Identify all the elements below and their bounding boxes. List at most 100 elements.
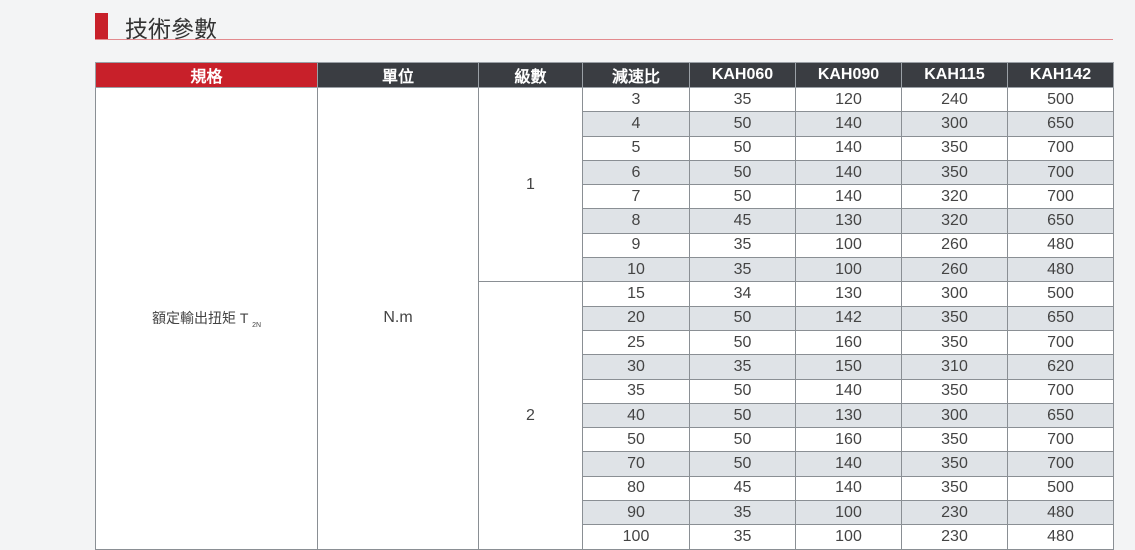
torque-cell: 700 (1007, 159, 1114, 186)
torque-cell: 700 (1007, 427, 1114, 453)
table-row: 7 50 140 320 700 (96, 184, 1114, 210)
torque-cell: 650 (1007, 402, 1114, 429)
torque-cell: 480 (1007, 500, 1114, 526)
torque-cell: 350 (901, 451, 1008, 477)
torque-cell: 350 (901, 378, 1008, 404)
torque-cell: 480 (1007, 232, 1114, 259)
torque-cell: 160 (795, 329, 902, 356)
torque-cell: 350 (901, 475, 1008, 502)
torque-cell: 35 (689, 500, 796, 526)
torque-cell: 500 (1007, 475, 1114, 502)
torque-cell: 320 (901, 184, 1008, 210)
spec-subscript: 2N (252, 321, 262, 329)
torque-cell: 140 (795, 378, 902, 404)
spec-cell: 額定輸出扭矩 T 2N (95, 87, 318, 550)
torque-cell: 130 (795, 208, 902, 234)
torque-cell: 260 (901, 232, 1008, 259)
torque-cell: 130 (795, 281, 902, 307)
spec-label: 額定輸出扭矩 T (151, 309, 249, 326)
torque-cell: 350 (901, 135, 1008, 161)
torque-cell: 50 (689, 378, 796, 404)
table-row: 40 50 130 300 650 (96, 402, 1114, 429)
spec-table: 規格 單位 級數 減速比 KAH060 KAH090 KAH115 KAH142 額定輸出扭矩… (95, 62, 1114, 550)
torque-cell: 100 (795, 232, 902, 259)
table-row: 5 50 140 350 700 (96, 135, 1114, 161)
torque-cell: 300 (901, 402, 1008, 429)
table-row: 4 50 140 300 650 (96, 111, 1114, 137)
torque-cell: 140 (795, 451, 902, 477)
torque-cell: 700 (1007, 184, 1114, 210)
ratio-cell: 5 (582, 135, 690, 161)
torque-cell: 100 (795, 257, 902, 283)
ratio-cell: 6 (582, 159, 690, 186)
torque-cell: 700 (1007, 451, 1114, 477)
ratio-cell: 90 (582, 500, 690, 526)
ratio-cell: 8 (582, 208, 690, 234)
ratio-cell: 100 (582, 524, 690, 550)
column-header: KAH060 (689, 62, 796, 88)
ratio-cell: 7 (582, 184, 690, 210)
ratio-cell: 40 (582, 402, 690, 429)
ratio-cell: 20 (582, 305, 690, 331)
column-header: KAH115 (901, 62, 1008, 88)
torque-cell: 480 (1007, 257, 1114, 283)
table-row: 100 35 100 230 480 (96, 524, 1114, 550)
torque-cell: 50 (689, 135, 796, 161)
torque-cell: 140 (795, 184, 902, 210)
torque-cell: 300 (901, 111, 1008, 137)
torque-cell: 150 (795, 354, 902, 380)
torque-cell: 500 (1007, 281, 1114, 307)
table-row: 35 50 140 350 700 (96, 378, 1114, 404)
column-header: 規格 (95, 62, 318, 88)
unit-cell: N.m (317, 87, 479, 550)
torque-cell: 50 (689, 402, 796, 429)
torque-cell: 310 (901, 354, 1008, 380)
torque-cell: 650 (1007, 111, 1114, 137)
torque-cell: 50 (689, 305, 796, 331)
table-row: 30 35 150 310 620 (96, 354, 1114, 380)
torque-cell: 142 (795, 305, 902, 331)
torque-cell: 50 (689, 427, 796, 453)
ratio-cell: 50 (582, 427, 690, 453)
table-row: 80 45 140 350 500 (96, 475, 1114, 502)
torque-cell: 45 (689, 208, 796, 234)
torque-cell: 480 (1007, 524, 1114, 550)
torque-cell: 650 (1007, 305, 1114, 331)
torque-cell: 350 (901, 159, 1008, 186)
torque-cell: 650 (1007, 208, 1114, 234)
torque-cell: 160 (795, 427, 902, 453)
torque-cell: 35 (689, 257, 796, 283)
torque-cell: 700 (1007, 329, 1114, 356)
table-row: 2 15 34 130 300 500 (96, 281, 1114, 550)
torque-cell: 120 (795, 86, 902, 113)
torque-cell: 35 (689, 354, 796, 380)
torque-cell: 700 (1007, 378, 1114, 404)
torque-cell: 230 (901, 500, 1008, 526)
column-header: 單位 (317, 62, 479, 88)
table-row: 20 50 142 350 650 (96, 305, 1114, 331)
torque-cell: 320 (901, 208, 1008, 234)
ratio-cell: 4 (582, 111, 690, 137)
torque-cell: 34 (689, 281, 796, 307)
ratio-cell: 10 (582, 257, 690, 283)
table-row: 10 35 100 260 480 (96, 257, 1114, 283)
torque-cell: 50 (689, 184, 796, 210)
torque-cell: 240 (901, 86, 1008, 113)
torque-cell: 350 (901, 305, 1008, 331)
torque-cell: 50 (689, 329, 796, 356)
torque-cell: 260 (901, 257, 1008, 283)
table-row: 額定輸出扭矩 T 2N N.m 1 3 35 120 240 500 (95, 86, 1114, 550)
section-title: 技術參數 (95, 10, 1113, 42)
table-row: 90 35 100 230 480 (96, 500, 1114, 526)
torque-cell: 100 (795, 524, 902, 550)
column-header: 減速比 (582, 62, 690, 88)
torque-cell: 140 (795, 159, 902, 186)
ratio-cell: 30 (582, 354, 690, 380)
ratio-cell: 3 (582, 86, 690, 113)
column-header: KAH142 (1007, 62, 1114, 88)
table-row: 6 50 140 350 700 (96, 159, 1114, 186)
torque-cell: 300 (901, 281, 1008, 307)
torque-cell: 140 (795, 111, 902, 137)
torque-cell: 100 (795, 500, 902, 526)
table-row: 25 50 160 350 700 (96, 329, 1114, 356)
